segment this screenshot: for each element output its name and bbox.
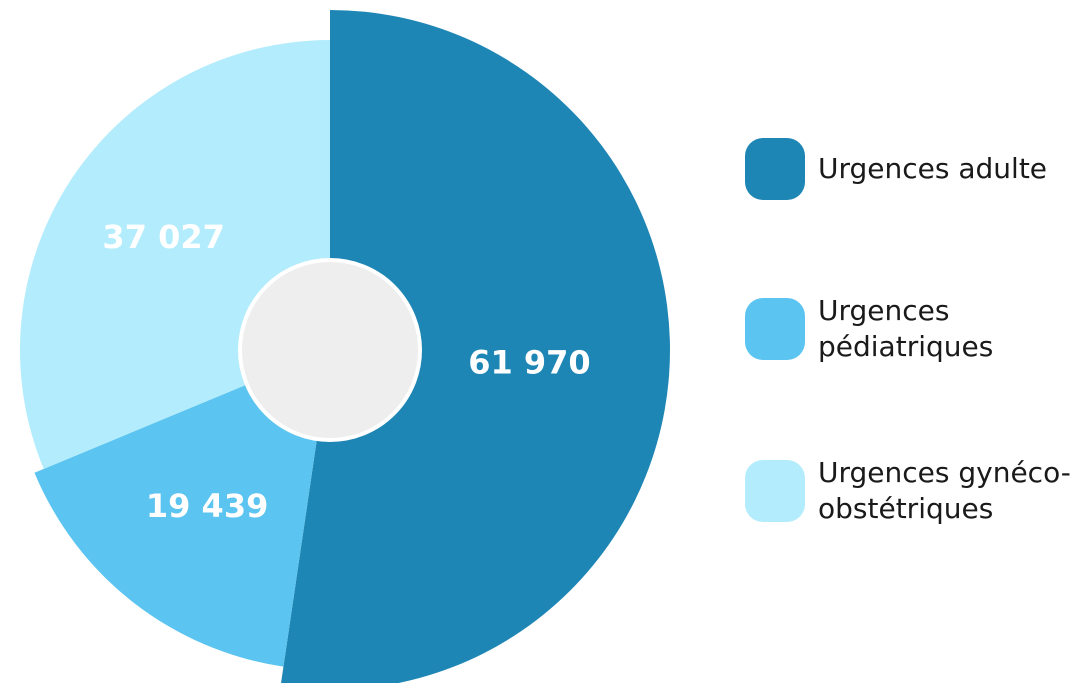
legend-swatch: [745, 138, 805, 200]
value-label: 37 027: [102, 218, 224, 256]
pie-slice: [34, 350, 331, 667]
value-label: 19 439: [146, 487, 268, 525]
legend-label: Urgences gynéco-obstétriques: [818, 456, 1071, 525]
legend-item: Urgences adulte: [745, 138, 1080, 200]
legend-swatch: [745, 298, 805, 360]
legend-label: Urgences adulte: [818, 152, 1048, 185]
center-hole: [238, 258, 422, 442]
legend-swatch: [745, 460, 805, 522]
chart: 61 970 19 439 37 027: [19, 10, 670, 683]
legend-item: Urgences pédiatriques: [745, 293, 1080, 365]
legend-label: Urgences pédiatriques: [818, 294, 994, 363]
value-label: 61 970: [468, 344, 590, 382]
legend-item: Urgences gynéco-obstétriques: [745, 455, 1080, 527]
pie-slice: [281, 10, 670, 683]
